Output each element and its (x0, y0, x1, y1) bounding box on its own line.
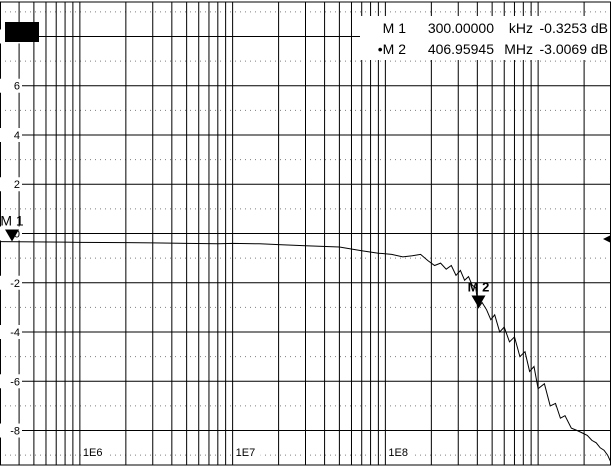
y-tick-label: 0 (14, 229, 20, 241)
marker-triangle-icon (5, 229, 19, 242)
x-tick-label: 1E8 (388, 447, 408, 459)
x-tick-label-background (234, 445, 261, 459)
y-tick-label-background (0, 325, 22, 340)
x-tick-label-background (81, 445, 108, 459)
y-tick-label: -8 (10, 426, 20, 438)
marker-readout: M 1 300.00000 kHz -0.3253 dB •M 2 406.95… (360, 16, 610, 60)
marker1-readout-label: M 1 (383, 20, 407, 36)
marker1-readout-value: -0.3253 dB (540, 20, 609, 36)
y-tick-label: 2 (14, 179, 20, 191)
y-tick-label: 6 (14, 81, 20, 93)
marker1-readout-unit: kHz (509, 20, 533, 36)
y-tick-label-background (0, 374, 22, 389)
marker-readout-background (360, 16, 610, 60)
marker-label: M 2 (468, 280, 490, 295)
y-tick-label: -4 (10, 327, 20, 339)
marker2-readout-freq: 406.95945 (428, 41, 494, 57)
x-tick-label-background (387, 445, 414, 459)
marker-label: M 1 (0, 213, 24, 229)
trace-label: S21 (10, 25, 33, 40)
y-tick-label: 4 (14, 130, 20, 142)
x-tick-label: 1E7 (236, 447, 256, 459)
marker-triangle-icon (471, 295, 486, 308)
y-tick-label: -2 (10, 278, 20, 290)
marker2-readout-value: -3.0069 dB (540, 41, 609, 57)
trace-layer (0, 241, 611, 463)
y-tick-label-background (0, 78, 22, 93)
y-tick-label: -6 (10, 376, 20, 388)
marker-layer: M 1 M 2 (0, 213, 489, 308)
trace-label-box (5, 22, 39, 42)
y-tick-label-background (0, 127, 22, 142)
x-tick-label: 1E6 (83, 447, 103, 459)
y-tick-label-background (0, 423, 22, 438)
trace-label-badge: S21 (5, 22, 39, 42)
marker1-readout-freq: 300.00000 (428, 20, 494, 36)
marker2-readout-label: •M 2 (378, 41, 406, 57)
y-tick-label-background (0, 177, 22, 192)
marker2-readout-unit: MHz (504, 41, 533, 57)
s21-trace-line (0, 241, 611, 463)
y-tick-label-background (0, 275, 22, 290)
reference-level-arrow-icon (603, 235, 611, 243)
